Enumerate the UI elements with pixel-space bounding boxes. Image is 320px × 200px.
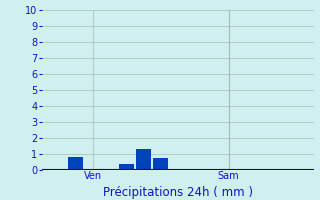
X-axis label: Précipitations 24h ( mm ): Précipitations 24h ( mm ) [103, 186, 252, 199]
Bar [119, 164, 134, 170]
Bar [136, 149, 151, 170]
Bar [68, 157, 83, 170]
Bar [153, 158, 168, 170]
